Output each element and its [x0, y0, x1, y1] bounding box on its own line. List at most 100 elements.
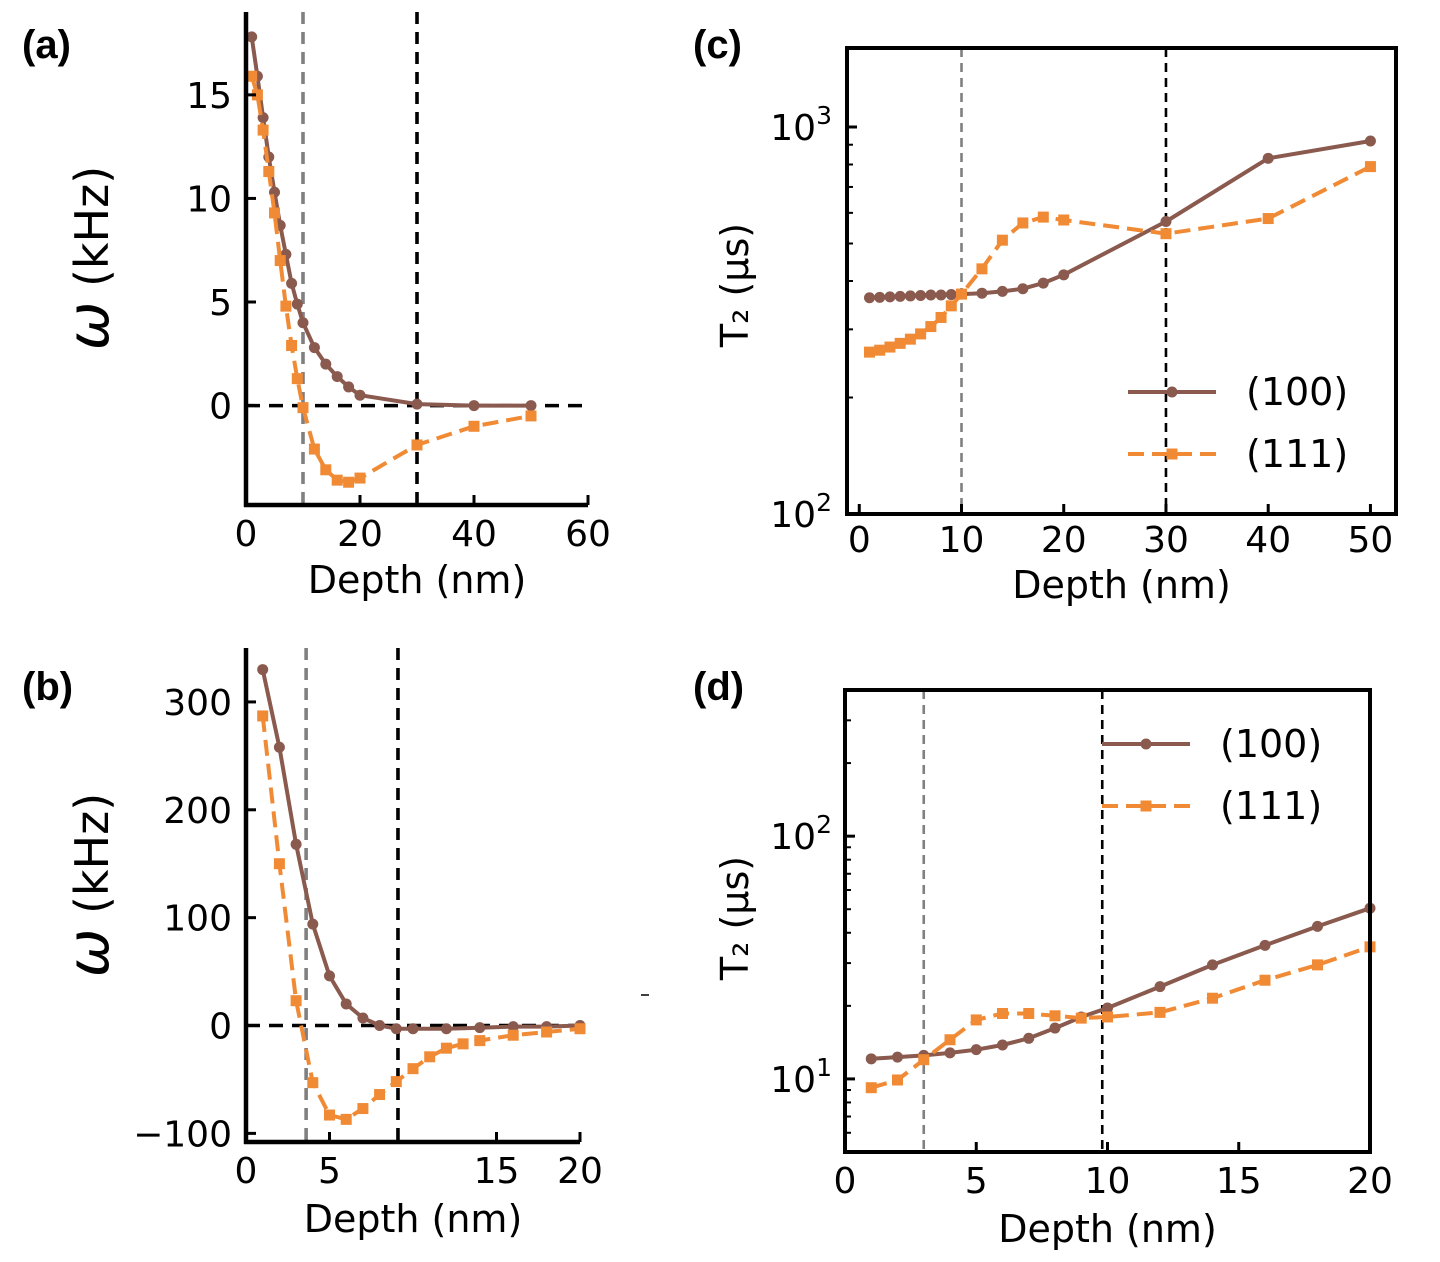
panel-d-x-tick-label: 15: [1216, 1161, 1262, 1202]
panel-b-point-s111: [324, 1109, 335, 1121]
panel-a-point-s111: [411, 439, 423, 451]
panel-c-point-s100: [1058, 269, 1070, 281]
panel-c-x-axis-label: Depth (nm): [1012, 563, 1231, 607]
panel-a: (a) 0 20 40 60 0 5 10 15 Depth (nm) ω (kHz): [22, 12, 611, 602]
panel-d-point-s100: [1049, 1022, 1061, 1034]
panel-c-point-s111: [976, 263, 988, 275]
panel-d-legend-marker-s100: [1140, 738, 1152, 750]
panel-a-point-s111: [320, 464, 332, 476]
panel-c-y-tick-label: 102: [770, 488, 832, 536]
panel-b-point-s100: [440, 1023, 452, 1035]
panel-b-point-s111: [374, 1089, 386, 1101]
panel-c-point-s111: [996, 234, 1008, 246]
panel-c-point-s100: [1160, 215, 1172, 227]
panel-d-point-s111: [1207, 992, 1218, 1004]
panel-b-series-s100-line: [260, 669, 581, 1031]
panel-a-point-s111: [286, 340, 298, 351]
panel-d-point-s100: [1312, 920, 1323, 932]
panel-b-y-tick-label: 300: [163, 683, 232, 724]
panel-c-point-s111: [1364, 161, 1376, 173]
panel-c-point-s100: [904, 290, 916, 302]
panel-b-point-s100: [474, 1022, 486, 1034]
panel-d-x-tick-label: 5: [965, 1161, 988, 1202]
panel-c-point-s100: [945, 289, 957, 301]
panel-b-point-s111: [273, 858, 285, 870]
panel-c-point-s100: [976, 287, 988, 299]
panel-a-x-axis-label: Depth (nm): [308, 558, 527, 602]
panel-c-x-tick-label: 30: [1143, 520, 1189, 561]
panel-c-x-tick-label: 40: [1245, 520, 1291, 561]
panel-c-legend-marker-s111: [1166, 448, 1178, 460]
panel-a-point-s111: [263, 166, 275, 177]
panel-d-point-s111: [1075, 1012, 1087, 1024]
panel-a-point-s111: [343, 476, 355, 488]
panel-c-point-s111: [863, 346, 875, 358]
panel-a-point-s100: [297, 317, 309, 329]
panel-d-x-tick-label: 0: [834, 1161, 857, 1202]
panel-b-point-s111: [574, 1023, 586, 1035]
panel-c-y-axis-label: T₂ (μs): [713, 223, 757, 348]
panel-a-point-s111: [251, 89, 263, 101]
panel-c-point-s100: [925, 289, 937, 301]
panel-b-point-s111: [541, 1026, 553, 1038]
panel-c-x-tick-label: 0: [848, 520, 871, 561]
panel-d-x-tick-label: 10: [1085, 1161, 1131, 1202]
panel-c-series-s100-line: [869, 139, 1371, 300]
panel-a-point-s100: [331, 371, 343, 383]
panel-b-label: (b): [22, 665, 73, 709]
panel-d-x-tick-label: 20: [1347, 1161, 1393, 1202]
panel-d-point-s111: [1259, 974, 1271, 986]
panel-b-point-s100: [407, 1023, 419, 1035]
panel-b-point-s111: [357, 1103, 369, 1115]
panel-c-series-s111-line: [869, 164, 1372, 355]
panel-b-x-tick-label: 5: [318, 1151, 341, 1192]
panel-b-point-s100: [307, 918, 319, 930]
panel-c-point-s100: [915, 289, 927, 301]
panel-c-x-tick-label: 10: [939, 520, 985, 561]
panel-a-point-s100: [354, 389, 366, 401]
panel-d-point-s100: [1207, 959, 1218, 971]
panel-a-point-s111: [291, 373, 303, 385]
panel-c-point-s100: [1364, 135, 1376, 147]
panel-d-point-s100: [970, 1044, 982, 1056]
panel-a-series-s111-line: [249, 75, 532, 485]
panel-d-point-s111: [1154, 1006, 1166, 1018]
panel-a-point-s100: [286, 277, 298, 289]
panel-d-y-axis-label: T₂ (μs): [713, 856, 757, 981]
panel-b-point-s111: [257, 710, 269, 722]
panel-c-point-s111: [956, 288, 968, 300]
panel-a-point-s100: [468, 400, 480, 412]
panel-d-point-s111: [1023, 1007, 1035, 1019]
panel-d-point-s100: [944, 1047, 956, 1059]
panel-d-point-s111: [1312, 959, 1323, 971]
panel-d-legend-label-s100: (100): [1220, 722, 1322, 766]
panel-d-point-s100: [1023, 1032, 1035, 1044]
panel-c-legend-label-s100: (100): [1246, 370, 1348, 414]
panel-a-point-s111: [280, 300, 292, 312]
panel-a-y-tick-label: 10: [186, 179, 232, 220]
panel-a-point-s100: [343, 381, 355, 393]
panel-a-point-s100: [291, 298, 303, 310]
panel-b-x-tick-label: 15: [474, 1151, 520, 1192]
panel-c-point-s111: [904, 333, 916, 345]
panel-c-point-s100: [935, 289, 947, 301]
panel-b-point-s111: [457, 1038, 469, 1050]
panel-b-x-axis-label: Depth (nm): [304, 1197, 523, 1241]
panel-b-point-s100: [290, 838, 302, 850]
panel-a-point-s100: [411, 398, 423, 410]
panel-a-x-tick-label: 40: [451, 514, 497, 555]
panel-a-x-tick-label: 60: [565, 514, 611, 555]
panel-c-point-s111: [1160, 228, 1172, 240]
panel-b-point-s100: [273, 741, 285, 753]
panel-a-x-tick-label: 20: [337, 514, 383, 555]
panel-b-point-s111: [390, 1076, 402, 1088]
panel-b-point-s100: [390, 1023, 402, 1035]
panel-c-legend-marker-s100: [1166, 386, 1178, 398]
panel-c-point-s111: [915, 328, 927, 340]
panel-c-point-s111: [884, 341, 896, 353]
panel-b-y-tick-label: −100: [133, 1114, 232, 1155]
panel-d-legend-marker-s111: [1140, 800, 1152, 812]
